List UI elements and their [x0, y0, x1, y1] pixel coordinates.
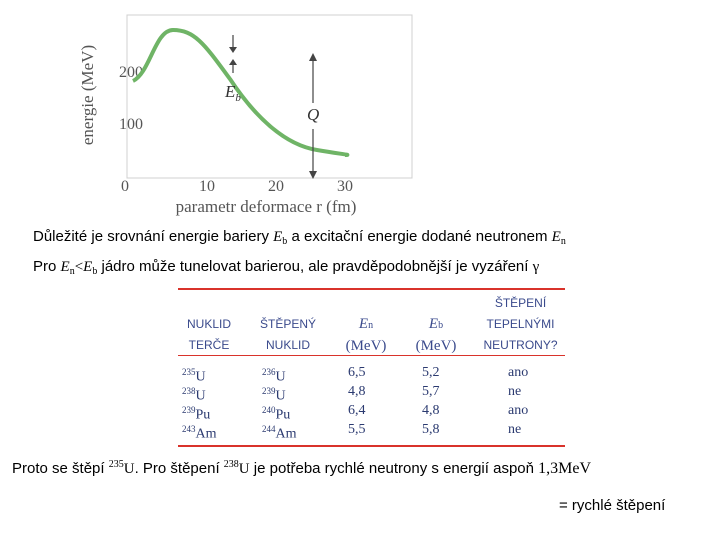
eb-label: Eb: [224, 82, 241, 104]
header-thermal-fission: ŠTĚPENÍ TEPELNÝMI NEUTRONY?: [483, 296, 558, 352]
table-bottom-rule: [178, 445, 565, 447]
row-fission-nuclide: 240Pu: [262, 405, 291, 423]
header-en: En (MeV): [345, 316, 387, 354]
line2-lt: <: [74, 259, 84, 275]
fission-table: NUKLID TERČE ŠTĚPENÝ NUKLID En (MeV) Eb (MeV…: [178, 288, 565, 448]
line3-mass-238: 238: [223, 459, 239, 470]
row-eb-value: 5,2: [422, 365, 440, 380]
line1-eb: Eb: [273, 229, 288, 247]
row-thermal-fission: ano: [508, 365, 529, 380]
row-eb-value: 5,7: [422, 384, 440, 399]
line3-symbol-u2: U: [238, 461, 250, 477]
table-header-rule: [178, 355, 565, 356]
x-tick-10: 10: [199, 178, 215, 195]
x-axis-label: parametr deformace r (fm): [176, 197, 357, 216]
row-en-value: 5,5: [348, 422, 366, 437]
row-thermal-fission: ne: [508, 384, 522, 399]
row-thermal-fission: ano: [508, 403, 529, 418]
x-tick-30: 30: [337, 178, 353, 195]
eb-arrowhead-bottom: [229, 59, 237, 65]
line2-text-b: jádro může tunelovat barierou, ale pravd…: [97, 258, 533, 275]
y-axis-label: energie (MeV): [78, 45, 97, 145]
text-line-tunneling: Pro En<Eb jádro může tunelovat barierou,…: [33, 258, 539, 277]
line2-gamma: γ: [532, 259, 540, 275]
line3-symbol-u: U: [123, 461, 135, 477]
y-tick-100: 100: [119, 116, 143, 133]
line2-en: En: [60, 259, 75, 277]
q-arrowhead-top: [309, 53, 317, 61]
q-arrowhead-bottom: [309, 171, 317, 179]
line2-text-a: Pro: [33, 258, 61, 275]
line1-text-a: Důležité je srovnání energie bariery: [33, 228, 274, 245]
row-fission-nuclide: 244Am: [262, 424, 297, 442]
row-fission-nuclide: 236U: [262, 367, 286, 385]
plot-frame: [126, 14, 413, 179]
row-target-nuclide: 235U: [182, 367, 206, 385]
table-top-rule: [178, 288, 565, 290]
row-target-nuclide: 238U: [182, 386, 206, 404]
deformation-energy-plot: energie (MeV) 200 100 0 10 20 30 paramet…: [78, 14, 413, 216]
row-target-nuclide: 243Am: [182, 424, 217, 442]
line1-en: En: [551, 229, 566, 247]
header-eb: Eb (MeV): [415, 316, 457, 354]
line3-text-c: je potřeba rychlé neutrony s energií asp…: [249, 460, 539, 477]
line3-energy: 1,3MeV: [538, 460, 592, 477]
line3-text-b: . Pro štěpení: [134, 460, 224, 477]
row-fission-nuclide: 239U: [262, 386, 286, 404]
row-en-value: 4,8: [348, 384, 366, 399]
text-line-conclusion: Proto se štěpí 235U. Pro štěpení 238U je…: [12, 459, 591, 478]
row-thermal-fission: ne: [508, 422, 522, 437]
line1-text-b: a excitační energie dodané neutronem: [287, 228, 552, 245]
potential-energy-curve: [131, 27, 350, 157]
text-line-barrier-comparison: Důležité je srovnání energie bariery Eb …: [33, 228, 566, 247]
line3-mass-235: 235: [108, 459, 124, 470]
x-tick-0: 0: [121, 178, 129, 195]
eb-arrowhead-top: [229, 47, 237, 53]
text-line-fast-fission: = rychlé štěpení: [559, 497, 666, 514]
q-label: Q: [307, 105, 319, 124]
row-eb-value: 5,8: [422, 422, 440, 437]
deformation-energy-figure: energie (MeV) 200 100 0 10 20 30 paramet…: [55, 5, 430, 220]
line2-eb: Eb: [83, 259, 98, 277]
header-fission-nuclide: ŠTĚPENÝ NUKLID: [259, 317, 316, 352]
line3-text-a: Proto se štěpí: [12, 460, 109, 477]
x-tick-20: 20: [268, 178, 284, 195]
row-eb-value: 4,8: [422, 403, 440, 418]
header-target-nuclide: NUKLID TERČE: [186, 317, 231, 352]
row-en-value: 6,5: [348, 365, 366, 380]
row-en-value: 6,4: [348, 403, 366, 418]
row-target-nuclide: 239Pu: [182, 405, 211, 423]
